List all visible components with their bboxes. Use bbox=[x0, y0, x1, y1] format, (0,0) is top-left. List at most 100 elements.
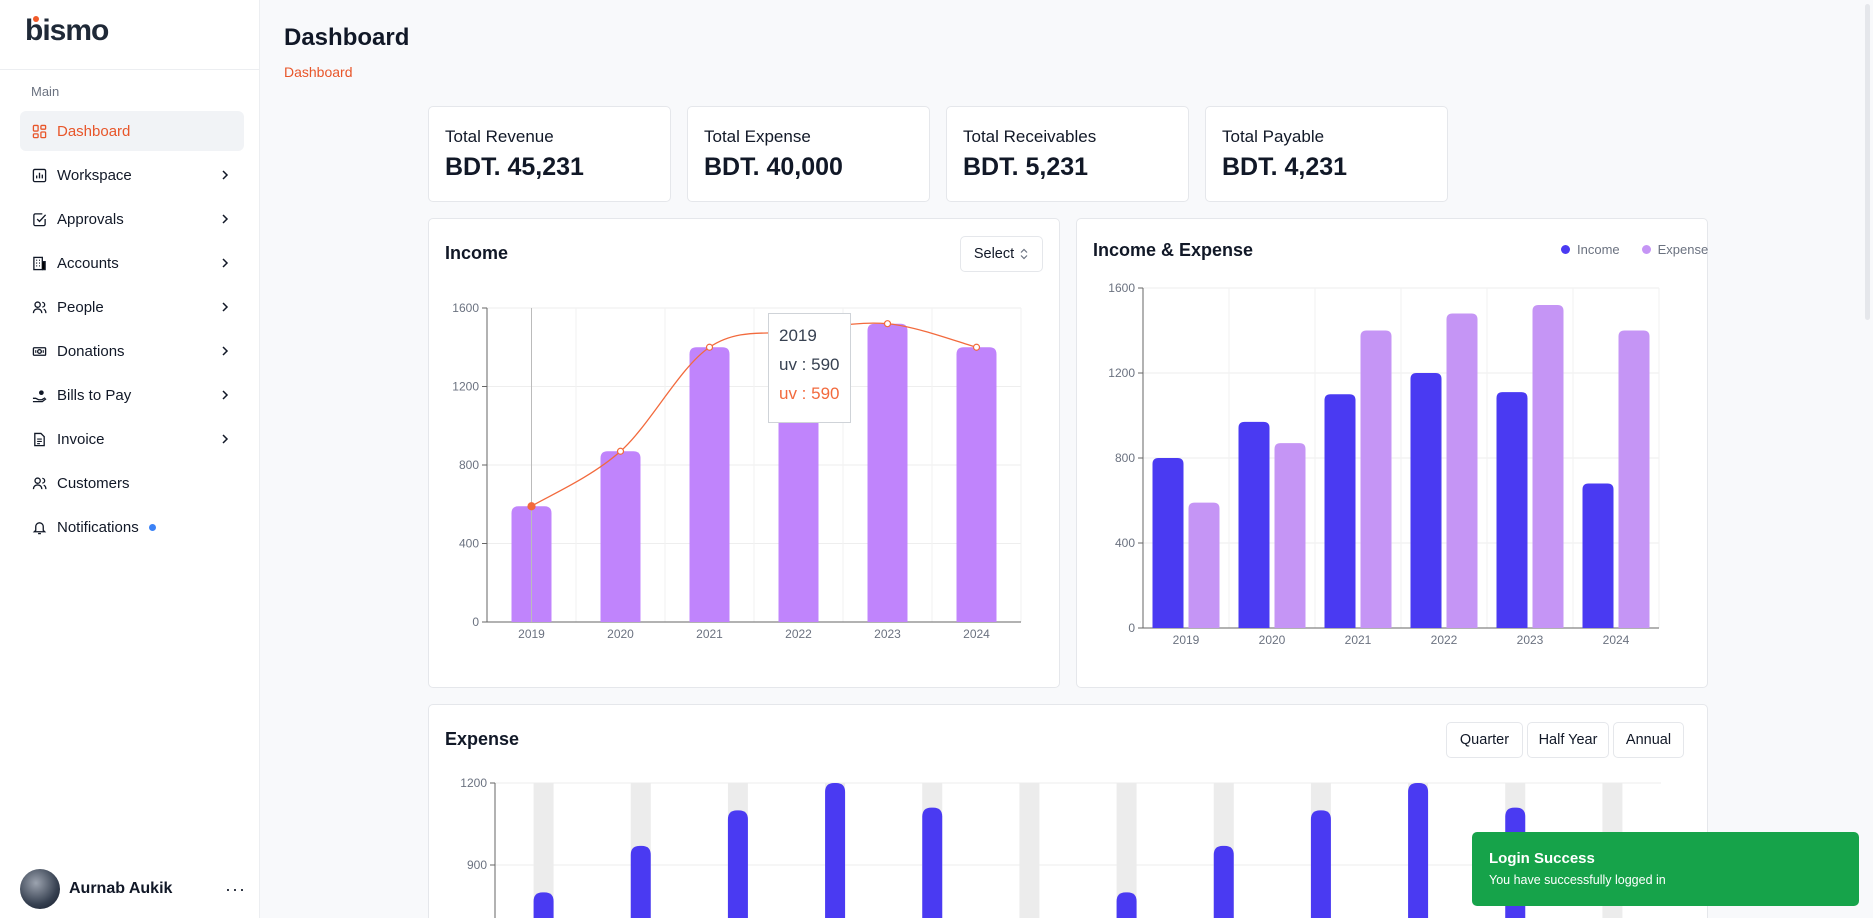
tooltip-value-line: uv : 590 bbox=[779, 384, 840, 403]
expense-bar bbox=[1310, 810, 1331, 918]
sidebar-item-bills-to-pay[interactable]: Bills to Pay bbox=[20, 375, 244, 415]
sidebar-item-dashboard[interactable]: Dashboard bbox=[20, 111, 244, 151]
expense-bar bbox=[1213, 845, 1234, 918]
expense-bar bbox=[630, 845, 651, 918]
user-profile[interactable]: Aurnab Aukik ··· bbox=[20, 868, 246, 910]
chevron-right-icon bbox=[222, 390, 229, 400]
y-tick-label: 1200 bbox=[1108, 366, 1135, 380]
users-icon bbox=[31, 475, 47, 491]
y-tick-label: 1200 bbox=[452, 380, 479, 394]
expense-bar bbox=[727, 810, 748, 918]
legend: Income Expense bbox=[1561, 242, 1708, 257]
sidebar-item-label: Donations bbox=[57, 342, 125, 360]
chevron-right-icon bbox=[222, 434, 229, 444]
logo-dot bbox=[33, 16, 39, 22]
income-bar bbox=[1410, 373, 1442, 628]
income-bar bbox=[1496, 392, 1528, 628]
page-title: Dashboard bbox=[284, 24, 410, 51]
sidebar-item-label: Customers bbox=[57, 474, 130, 492]
avatar[interactable] bbox=[20, 869, 60, 909]
income-bar bbox=[1582, 483, 1614, 628]
income-chart: 0 400 800 1200 1600 2019 2020 2021 2022 2023 2024 bbox=[452, 301, 1022, 641]
sidebar-item-label: Workspace bbox=[57, 166, 132, 184]
y-tick-label: 0 bbox=[1128, 621, 1135, 635]
income-bar bbox=[1324, 394, 1356, 628]
money-icon bbox=[31, 343, 47, 359]
income-grid bbox=[482, 307, 1022, 623]
income-bar bbox=[1152, 458, 1184, 628]
sidebar-item-donations[interactable]: Donations bbox=[20, 331, 244, 371]
chart-icon bbox=[31, 167, 47, 183]
sidebar-item-people[interactable]: People bbox=[20, 287, 244, 327]
income-line-point bbox=[705, 343, 714, 351]
y-tick-label: 1600 bbox=[1108, 281, 1135, 295]
y-tick-label: 800 bbox=[1115, 451, 1135, 465]
quarter-button[interactable]: Quarter bbox=[1446, 722, 1523, 758]
chart-tooltip: 2019 uv : 590 uv : 590 bbox=[768, 313, 851, 423]
y-tick-label: 900 bbox=[467, 858, 487, 872]
stat-value: BDT. 4,231 bbox=[1222, 153, 1348, 181]
income-line-point bbox=[527, 502, 536, 511]
income-line-point bbox=[972, 343, 981, 351]
income-card: Income Select 0 400 800 1200 1600 2019 2020 202… bbox=[428, 218, 1060, 688]
sidebar-item-label: Accounts bbox=[57, 254, 119, 272]
expense-bar bbox=[1116, 892, 1137, 918]
chevron-updown-icon bbox=[1020, 248, 1028, 260]
sidebar-item-workspace[interactable]: Workspace bbox=[20, 155, 244, 195]
x-tick-label: 2024 bbox=[963, 627, 990, 641]
sidebar-item-label: Notifications bbox=[57, 518, 139, 536]
legend-income: Income bbox=[1577, 242, 1620, 257]
x-tick-label: 2021 bbox=[1345, 633, 1372, 647]
stat-card-receivables: Total Receivables BDT. 5,231 bbox=[946, 106, 1189, 202]
chevron-right-icon bbox=[222, 302, 229, 312]
income-bar bbox=[1238, 421, 1270, 628]
x-tick-label: 2022 bbox=[785, 627, 812, 641]
half-year-button[interactable]: Half Year bbox=[1527, 722, 1609, 758]
expense-bar bbox=[922, 807, 943, 918]
income-line-point bbox=[616, 447, 625, 455]
y-tick-label: 0 bbox=[472, 615, 479, 629]
dashboard-icon bbox=[31, 123, 47, 139]
stat-card-expense: Total Expense BDT. 40,000 bbox=[687, 106, 930, 202]
chevron-right-icon bbox=[222, 170, 229, 180]
expense-bar bbox=[1360, 330, 1392, 628]
period-select[interactable]: Select bbox=[960, 236, 1043, 272]
x-tick-label: 2021 bbox=[696, 627, 723, 641]
expense-title: Expense bbox=[445, 729, 520, 749]
annual-button[interactable]: Annual bbox=[1613, 722, 1684, 758]
sidebar-item-customers[interactable]: Customers bbox=[20, 463, 244, 503]
expense-bar-background bbox=[1019, 783, 1040, 918]
sidebar-item-accounts[interactable]: Accounts bbox=[20, 243, 244, 283]
expense-bar bbox=[1274, 443, 1306, 628]
sidebar-item-approvals[interactable]: Approvals bbox=[20, 199, 244, 239]
x-tick-label: 2020 bbox=[1259, 633, 1286, 647]
select-label: Select bbox=[973, 246, 1015, 262]
x-tick-label: 2022 bbox=[1431, 633, 1458, 647]
stat-label: Total Revenue bbox=[445, 127, 554, 146]
toast-notification[interactable]: Login Success You have successfully logg… bbox=[1472, 832, 1859, 906]
expense-bar bbox=[1188, 502, 1220, 628]
sidebar-item-invoice[interactable]: Invoice bbox=[20, 419, 244, 459]
hand-coins-icon bbox=[31, 387, 47, 403]
expense-bar bbox=[1618, 330, 1650, 628]
breadcrumb[interactable]: Dashboard bbox=[284, 64, 353, 80]
chevron-right-icon bbox=[222, 258, 229, 268]
sidebar-item-notifications[interactable]: Notifications bbox=[20, 507, 244, 547]
scrollbar[interactable] bbox=[1865, 4, 1870, 320]
y-tick-label: 800 bbox=[459, 458, 479, 472]
sidebar-item-label: People bbox=[57, 298, 104, 316]
sidebar-nav: Dashboard Workspace Approvals Accounts Peopl… bbox=[20, 111, 244, 551]
x-tick-label: 2023 bbox=[1517, 633, 1544, 647]
logo[interactable]: bismo bbox=[0, 0, 259, 70]
more-options-icon[interactable]: ··· bbox=[225, 878, 246, 899]
y-tick-label: 400 bbox=[1115, 536, 1135, 550]
expense-bar bbox=[533, 892, 554, 918]
stat-label: Total Expense bbox=[704, 127, 811, 146]
expense-bar bbox=[1446, 313, 1478, 628]
sidebar-item-label: Dashboard bbox=[57, 122, 131, 140]
toast-title: Login Success bbox=[1489, 850, 1595, 867]
expense-bar-background bbox=[1116, 783, 1137, 918]
x-tick-label: 2023 bbox=[874, 627, 901, 641]
income-bar bbox=[867, 323, 908, 622]
income-expense-title: Income & Expense bbox=[1093, 240, 1254, 260]
